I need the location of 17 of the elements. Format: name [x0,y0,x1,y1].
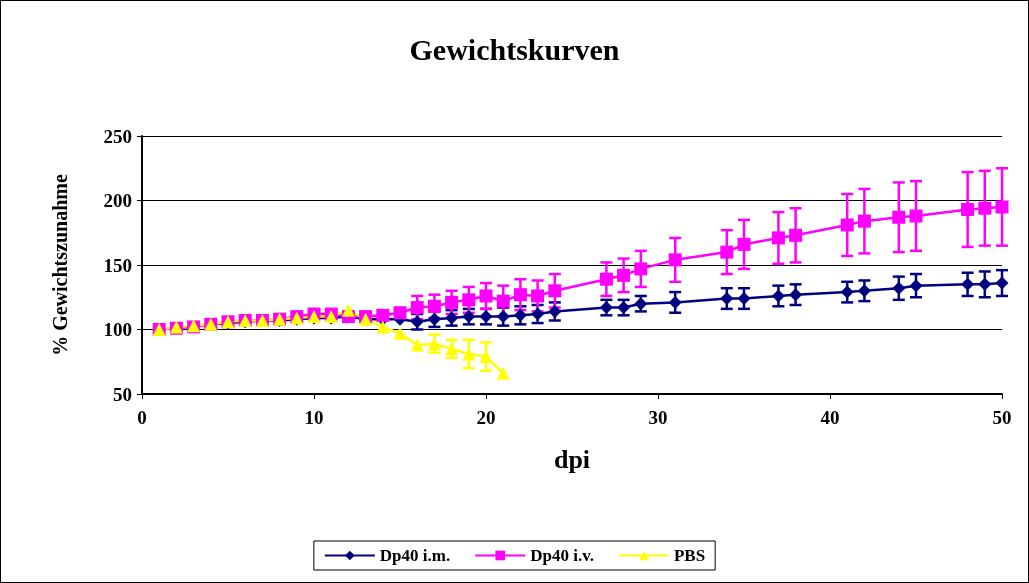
legend-label: PBS [673,546,706,565]
x-tick-label: 20 [476,407,496,428]
x-tick-label: 50 [992,407,1012,428]
y-tick-label: 250 [103,125,132,147]
y-tick-label: 150 [103,254,132,276]
x-tick-label: 10 [304,407,324,428]
y-tick-label: 200 [103,190,132,211]
y-axis-title: % Gewichtszunahme [49,174,71,356]
x-tick-label: 30 [648,407,668,428]
legend-label: Dp40 i.v. [530,546,594,565]
x-tick-label: 0 [137,407,147,428]
x-axis-title: dpi [553,444,591,474]
x-tick-label: 40 [820,407,840,428]
legend-label: Dp40 i.m. [379,546,451,565]
y-tick-label: 100 [103,319,132,340]
chart-title: Gewichtskurven [409,32,620,66]
y-tick-label: 50 [113,383,132,405]
